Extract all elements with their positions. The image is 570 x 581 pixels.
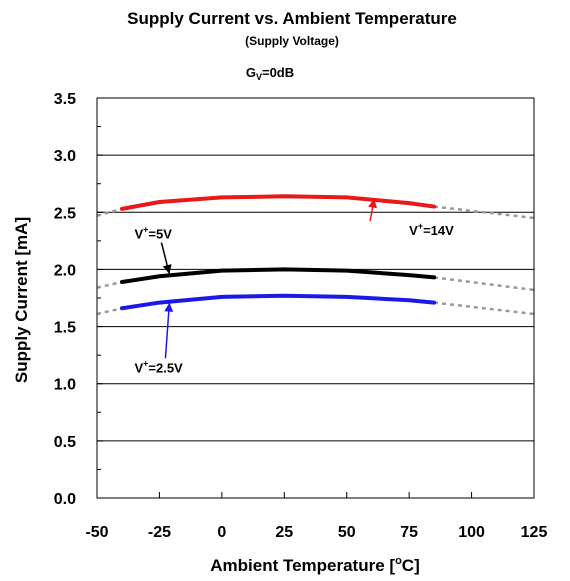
x-tick-label: 125 (521, 524, 548, 541)
y-tick-label: 3.5 (54, 91, 76, 108)
annotation-arrow-head (368, 198, 378, 209)
series-extrapolation-right (433, 276, 535, 292)
gain-condition-main: G (246, 65, 256, 80)
x-tick-label: -50 (85, 524, 108, 541)
gain-condition: GV=0dB (246, 65, 294, 82)
series-line (119, 267, 437, 284)
x-axis-label-main: Ambient Temperature [ (210, 556, 395, 575)
x-tick-labels: -50 -25 0 25 50 75 100 125 (85, 524, 547, 541)
series-extrapolation-left (96, 307, 123, 316)
y-tick-label: 1.5 (54, 320, 76, 337)
gain-condition-rest: =0dB (262, 65, 294, 80)
y-axis-label: Supply Current [mA] (12, 217, 31, 383)
x-tick-label: 25 (275, 524, 293, 541)
series-label-rest: =14V (423, 223, 454, 238)
y-tick-label: 3.0 (54, 148, 76, 165)
x-tick-label: 50 (338, 524, 356, 541)
annotation-arrow-head (162, 264, 172, 274)
extrapolated-lines (96, 205, 535, 316)
series-line (119, 194, 437, 211)
gridlines (97, 154, 534, 442)
x-tick-label: -25 (148, 524, 171, 541)
x-axis-label-degree: o (395, 555, 402, 567)
ticks (96, 97, 535, 499)
x-axis-label: Ambient Temperature [oC] (210, 555, 420, 575)
y-tick-label: 2.0 (54, 262, 76, 279)
series-line (119, 293, 437, 311)
series-label-main: V (134, 360, 143, 375)
series-lines (119, 194, 437, 311)
series-label-rest: =2.5V (148, 360, 183, 375)
annotation-arrow-shaft (164, 302, 171, 359)
series-extrapolation-right (433, 301, 535, 316)
series-label-main: V (409, 223, 418, 238)
series-extrapolation-left (96, 280, 123, 289)
gain-condition-sub: V (256, 72, 262, 82)
series-label-main: V (134, 227, 143, 242)
y-tick-labels: 0.0 0.5 1.0 1.5 2.0 2.5 3.0 3.5 (54, 91, 76, 508)
y-tick-label: 0.5 (54, 434, 76, 451)
series-label-rest: =5V (148, 227, 172, 242)
y-tick-label: 0.0 (54, 491, 76, 508)
y-tick-label: 2.5 (54, 205, 76, 222)
series-label: V+=14V (409, 221, 454, 238)
x-tick-label: 0 (217, 524, 226, 541)
series-label: V+=5V (134, 225, 172, 242)
chart-subtitle: (Supply Voltage) (245, 34, 339, 48)
x-tick-label: 100 (458, 524, 485, 541)
series-label-sup: + (143, 225, 148, 235)
series-extrapolation-right (433, 205, 535, 220)
series-label: V+=2.5V (134, 358, 183, 375)
x-tick-label: 75 (400, 524, 418, 541)
x-axis-label-unit: C] (402, 556, 420, 575)
series-label-sup: + (143, 358, 148, 368)
series-label-sup: + (418, 221, 423, 231)
chart-title: Supply Current vs. Ambient Temperature (127, 9, 457, 28)
y-tick-label: 1.0 (54, 377, 76, 394)
annotation-arrow-head (164, 302, 174, 312)
